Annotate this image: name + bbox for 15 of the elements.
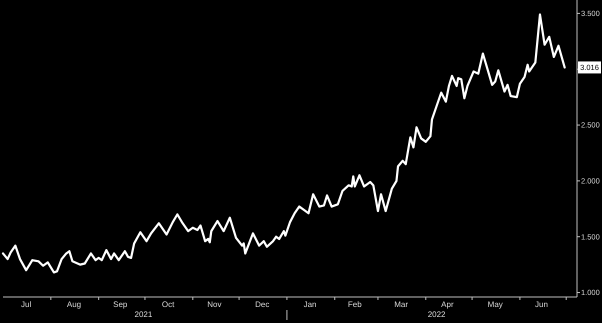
x-tick-label: Feb — [348, 300, 362, 309]
x-tick-label: Dec — [255, 300, 270, 309]
x-tick-label: Aug — [66, 300, 82, 309]
x-tick-label: Jul — [21, 300, 32, 309]
x-tick-label: Jan — [304, 300, 317, 309]
x-tick-label: Apr — [441, 300, 454, 309]
x-tick-label: Nov — [207, 300, 222, 309]
x2-tick-label: 2021 — [134, 310, 153, 319]
x-tick-label: Oct — [162, 300, 176, 309]
x-tick-label: Mar — [394, 300, 408, 309]
x-tick-label: May — [488, 300, 503, 309]
line-series — [2, 13, 566, 274]
x-tick-label: Sep — [113, 300, 128, 309]
x-tick-label: Jun — [535, 300, 548, 309]
x2-tick-label: 2022 — [428, 310, 446, 319]
